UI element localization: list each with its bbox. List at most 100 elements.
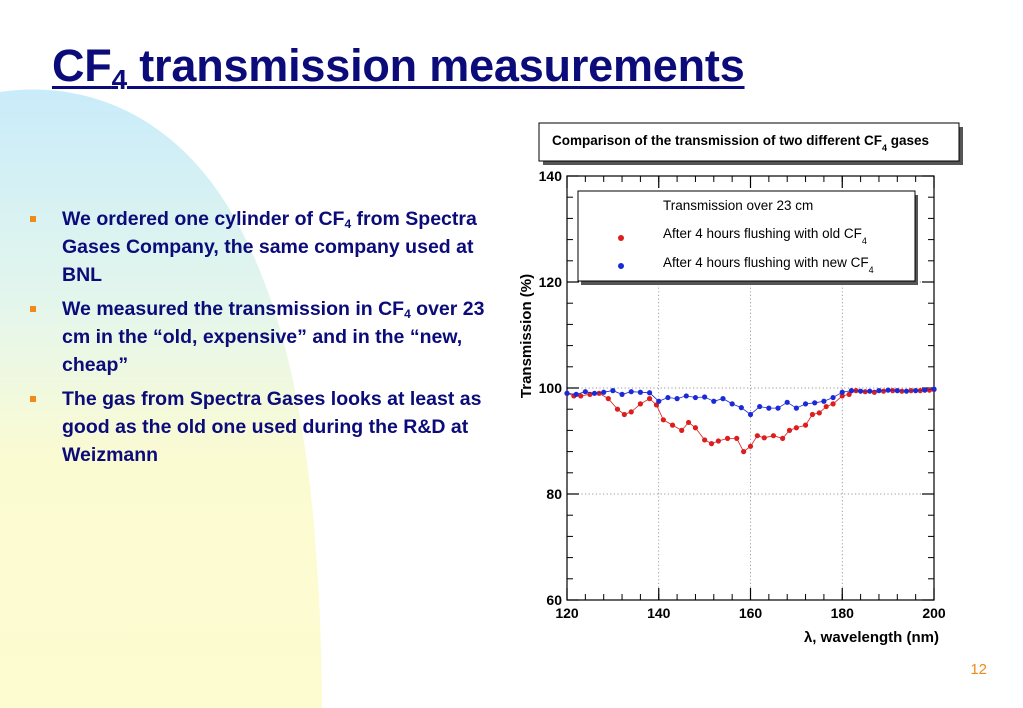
data-point-series-0 <box>734 435 740 441</box>
y-tick-label: 60 <box>546 592 562 608</box>
data-point-series-1 <box>591 390 598 396</box>
data-point-series-1 <box>683 393 689 399</box>
data-point-series-0 <box>637 401 643 407</box>
x-tick-label: 200 <box>922 605 946 621</box>
data-point-series-1 <box>573 391 579 397</box>
data-point-series-1 <box>903 388 910 394</box>
data-point-series-1 <box>692 394 699 401</box>
y-axis-title: Transmission (%) <box>518 274 535 398</box>
bullet-text: over 23 cm in the “old, expensive” and i… <box>62 298 485 376</box>
data-point-series-1 <box>665 394 671 401</box>
data-point-series-1 <box>601 389 607 395</box>
data-point-series-1 <box>876 388 882 394</box>
legend-label-new-text: After 4 hours flushing with new CF <box>663 255 869 270</box>
data-point-series-0 <box>646 396 653 402</box>
data-point-series-1 <box>848 388 855 394</box>
bullet-text: The gas from Spectra Gases looks at leas… <box>62 388 482 466</box>
data-point-series-1 <box>628 389 634 395</box>
data-point-series-1 <box>729 401 735 407</box>
bullet-text: We ordered one cylinder of CF <box>62 208 345 230</box>
data-point-series-0 <box>679 427 685 433</box>
y-tick-label: 140 <box>539 168 563 184</box>
data-point-series-1 <box>830 394 836 401</box>
data-point-series-0 <box>926 387 933 393</box>
data-point-series-0 <box>780 435 786 441</box>
data-point-series-0 <box>614 406 621 412</box>
legend-label-old: After 4 hours flushing with old CF4 <box>663 226 867 246</box>
data-point-series-0 <box>653 402 660 408</box>
data-point-series-0 <box>685 419 692 426</box>
data-point-series-0 <box>628 409 634 415</box>
title-rest: transmission measurements <box>126 40 745 91</box>
legend-header: Transmission over 23 cm <box>663 198 813 213</box>
data-point-series-0 <box>770 433 777 439</box>
data-point-series-0 <box>862 389 868 395</box>
data-point-series-1 <box>582 389 588 395</box>
legend-marker-new <box>618 263 624 269</box>
data-point-series-0 <box>724 435 731 441</box>
data-point-series-0 <box>702 437 708 443</box>
chart-title: Comparison of the transmission of two di… <box>552 133 929 153</box>
bullet-text: from Spectra Gases Company, the same com… <box>62 208 477 286</box>
title-main: CF <box>52 40 112 91</box>
data-point-series-0 <box>802 422 809 428</box>
y-tick-label: 120 <box>539 274 563 290</box>
x-tick-label: 180 <box>831 605 855 621</box>
bullet-item: We ordered one cylinder of CF4 from Spec… <box>30 205 485 289</box>
x-tick-label: 160 <box>739 605 763 621</box>
data-point-series-1 <box>812 400 818 406</box>
data-point-series-1 <box>894 388 900 394</box>
data-point-series-0 <box>880 388 887 394</box>
data-point-series-1 <box>674 396 680 402</box>
data-point-series-0 <box>839 393 845 399</box>
bullet-item: The gas from Spectra Gases looks at leas… <box>30 385 485 469</box>
data-series <box>564 386 937 455</box>
square-bullet-icon <box>30 216 36 222</box>
y-tick-label: 80 <box>546 486 562 502</box>
data-point-series-1 <box>747 411 754 418</box>
data-point-series-0 <box>823 403 829 410</box>
data-point-series-1 <box>646 390 653 396</box>
data-point-series-1 <box>793 405 799 411</box>
data-point-series-0 <box>816 410 822 416</box>
legend-label-new-subscript: 4 <box>869 265 874 275</box>
data-point-series-1 <box>858 388 864 394</box>
data-point-series-1 <box>738 405 744 411</box>
data-point-series-0 <box>605 396 611 402</box>
chart-title-text: Comparison of the transmission of two di… <box>552 133 882 148</box>
bullet-subscript: 4 <box>344 217 352 231</box>
data-point-series-0 <box>708 441 715 447</box>
x-tick-label: 140 <box>647 605 671 621</box>
data-point-series-1 <box>610 388 616 394</box>
data-point-series-0 <box>715 438 721 444</box>
data-point-series-1 <box>922 387 928 393</box>
data-point-series-1 <box>711 398 717 404</box>
chart-title-subscript: 4 <box>882 143 887 153</box>
bullet-item: We measured the transmission in CF4 over… <box>30 295 485 379</box>
transmission-chart: Comparison of the transmission of two di… <box>518 122 963 646</box>
data-point-series-1 <box>766 405 772 411</box>
bullet-subscript: 4 <box>404 307 411 321</box>
grid-lines <box>567 176 934 600</box>
x-axis-title: λ, wavelength (nm) <box>804 629 939 646</box>
bullet-list: We ordered one cylinder of CF4 from Spec… <box>30 205 485 475</box>
data-point-series-0 <box>669 422 676 428</box>
legend-label-old-subscript: 4 <box>862 236 867 246</box>
data-point-series-1 <box>913 388 919 394</box>
data-point-series-0 <box>793 425 799 431</box>
data-point-series-1 <box>775 405 781 411</box>
data-point-series-1 <box>885 387 891 393</box>
legend-marker-old <box>618 235 624 241</box>
legend-label-old-text: After 4 hours flushing with old CF <box>663 226 862 241</box>
square-bullet-icon <box>30 396 36 402</box>
title-subscript: 4 <box>111 64 128 95</box>
data-point-series-1 <box>802 401 809 407</box>
x-tick-labels: 120 140 160 180 200 <box>555 605 946 621</box>
data-point-series-1 <box>757 403 763 410</box>
page-number: 12 <box>970 661 987 678</box>
major-ticks <box>566 175 935 601</box>
legend-label-new: After 4 hours flushing with new CF4 <box>663 255 874 275</box>
data-point-series-1 <box>637 389 643 395</box>
data-point-series-0 <box>578 393 584 399</box>
